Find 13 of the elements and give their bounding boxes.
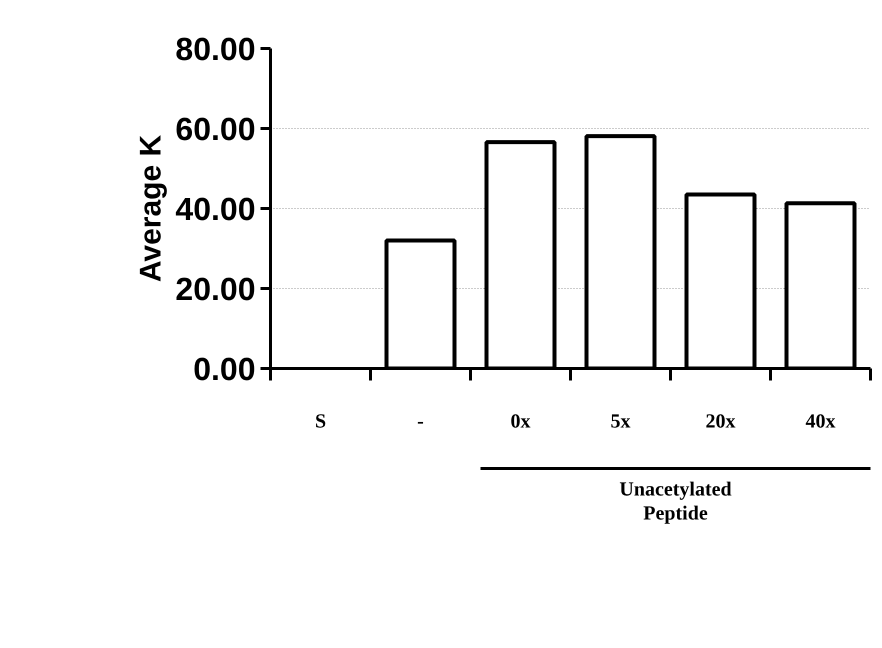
x-tick-label: S bbox=[314, 410, 326, 432]
x-tick-label: 40x bbox=[806, 410, 836, 432]
y-tick-label: 20.00 bbox=[175, 271, 256, 307]
y-axis-title: Average K bbox=[134, 134, 168, 282]
y-tick-label: 0.00 bbox=[193, 351, 256, 387]
x-tick-label: 20x bbox=[706, 410, 736, 432]
x-tick-label: 5x bbox=[610, 410, 630, 432]
x-tick-label: 0x bbox=[510, 410, 530, 432]
x-tick-label: - bbox=[417, 410, 424, 432]
text: Unacetylated Peptide bbox=[619, 478, 732, 525]
y-tick-label: 80.00 bbox=[175, 31, 256, 67]
y-tick-label: 40.00 bbox=[175, 191, 256, 227]
y-tick-label: 60.00 bbox=[175, 111, 256, 147]
